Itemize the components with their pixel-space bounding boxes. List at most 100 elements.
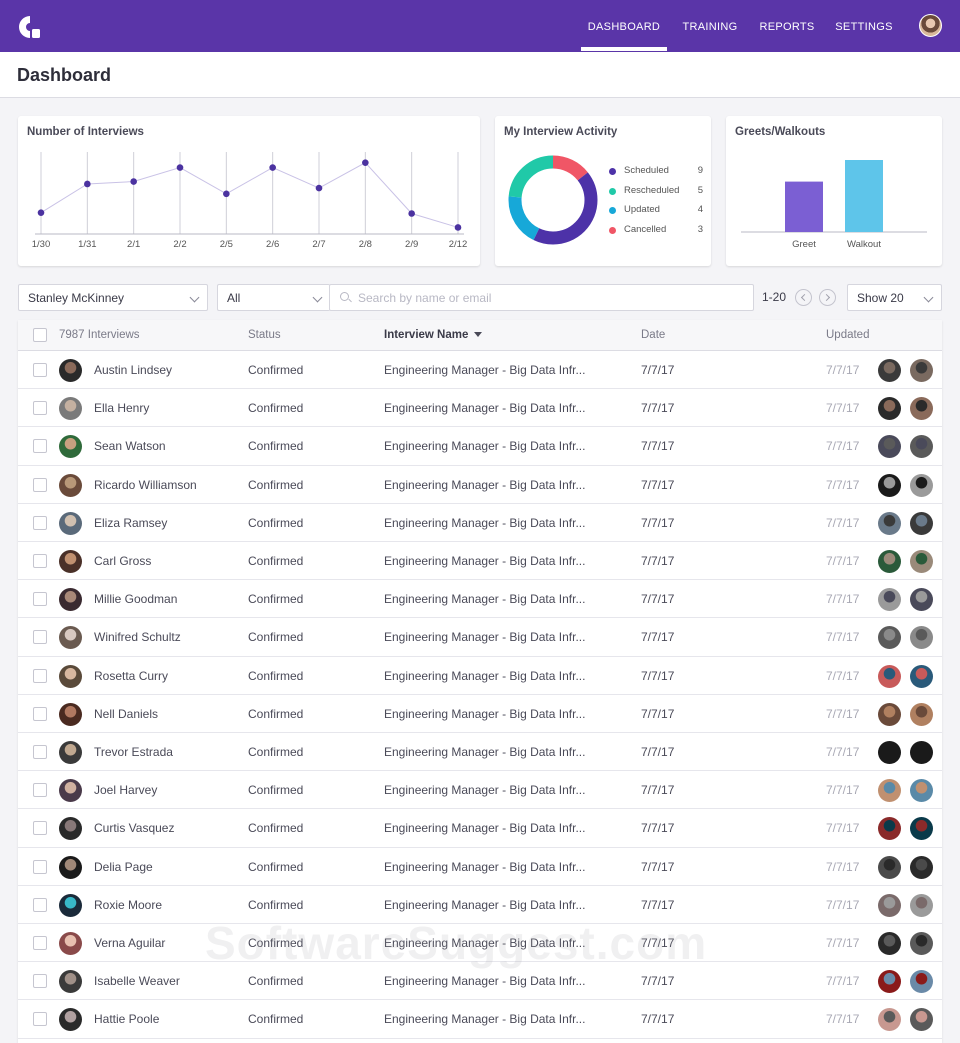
data-point[interactable] bbox=[408, 210, 415, 217]
user-avatar[interactable] bbox=[919, 14, 942, 37]
interview-name-cell[interactable]: Engineering Manager - Big Data Infr... bbox=[384, 630, 586, 645]
interviewer-avatar[interactable] bbox=[910, 550, 933, 573]
nav-reports[interactable]: REPORTS bbox=[759, 21, 815, 33]
interviewer-avatar[interactable] bbox=[878, 473, 901, 497]
interviewer-avatar[interactable] bbox=[878, 397, 901, 421]
interviewer-avatar[interactable] bbox=[878, 702, 901, 726]
interview-name-cell[interactable]: Engineering Manager - Big Data Infr... bbox=[384, 401, 586, 416]
interviewer-avatar[interactable] bbox=[910, 893, 933, 917]
candidate-name[interactable]: Trevor Estrada bbox=[94, 745, 173, 759]
interviewer-avatar[interactable] bbox=[878, 1008, 901, 1032]
interviewer-avatar[interactable] bbox=[878, 893, 901, 917]
interviewer-avatar[interactable] bbox=[910, 817, 933, 841]
candidate-name[interactable]: Ella Henry bbox=[94, 401, 150, 416]
row-checkbox[interactable] bbox=[33, 439, 47, 454]
header-updated[interactable]: Updated bbox=[826, 329, 870, 341]
row-checkbox[interactable] bbox=[33, 630, 47, 645]
table-row[interactable]: Roxie Moore Confirmed Engineering Manager … bbox=[18, 886, 942, 924]
data-point[interactable] bbox=[223, 190, 230, 198]
header-date[interactable]: Date bbox=[641, 329, 666, 341]
table-row[interactable]: Nell Daniels Confirmed Engineering Manager… bbox=[18, 695, 942, 733]
interviewer-avatar[interactable] bbox=[878, 588, 901, 612]
interviewer-avatar[interactable] bbox=[878, 970, 901, 994]
row-checkbox[interactable] bbox=[33, 401, 47, 416]
interview-name-cell[interactable]: Engineering Manager - Big Data Infr... bbox=[384, 515, 586, 530]
row-checkbox[interactable] bbox=[33, 897, 47, 912]
data-point[interactable] bbox=[130, 178, 137, 185]
data-point[interactable] bbox=[362, 159, 369, 166]
table-row[interactable]: Sean Watson Confirmed Engineering Manager … bbox=[18, 427, 942, 466]
interview-name-cell[interactable]: Engineering Manager - Big Data Infr... bbox=[384, 783, 586, 798]
table-row[interactable]: Verna Aguilar Confirmed Engineering Manage… bbox=[18, 924, 942, 963]
candidate-name[interactable]: Joel Harvey bbox=[94, 783, 158, 798]
interviewer-avatar[interactable] bbox=[878, 779, 901, 803]
interviewer-avatar[interactable] bbox=[910, 779, 933, 803]
donut-slice-rescheduled[interactable] bbox=[508, 155, 598, 245]
interview-name-cell[interactable]: Engineering Manager - Big Data Infr... bbox=[384, 668, 586, 683]
interviewer-avatar[interactable] bbox=[910, 741, 933, 764]
table-row[interactable]: Curtis Vasquez Confirmed Engineering Manag… bbox=[18, 809, 942, 848]
interviewer-avatar[interactable] bbox=[910, 359, 933, 382]
candidate-name[interactable]: Sean Watson bbox=[94, 439, 166, 454]
bar-greet[interactable] bbox=[785, 181, 823, 232]
candidate-name[interactable]: Ricardo Williamson bbox=[94, 477, 197, 492]
interview-name-cell[interactable]: Engineering Manager - Big Data Infr... bbox=[384, 554, 586, 568]
table-row[interactable]: Ella Henry Confirmed Engineering Manager -… bbox=[18, 389, 942, 428]
candidate-name[interactable]: Winifred Schultz bbox=[94, 630, 181, 645]
candidate-name[interactable]: Carl Gross bbox=[94, 554, 152, 568]
nav-dashboard[interactable]: DASHBOARD bbox=[587, 21, 661, 33]
row-checkbox[interactable] bbox=[33, 706, 47, 721]
interview-name-cell[interactable]: Engineering Manager - Big Data Infr... bbox=[384, 821, 586, 836]
candidate-name[interactable]: Delia Page bbox=[94, 859, 153, 874]
interview-name-cell[interactable]: Engineering Manager - Big Data Infr... bbox=[384, 936, 586, 950]
next-page-button[interactable] bbox=[819, 289, 836, 306]
interview-name-cell[interactable]: Engineering Manager - Big Data Infr... bbox=[384, 859, 586, 874]
table-row[interactable]: Delia Page Confirmed Engineering Manager -… bbox=[18, 848, 942, 886]
nav-settings[interactable]: SETTINGS bbox=[835, 21, 893, 33]
interview-name-cell[interactable]: Engineering Manager - Big Data Infr... bbox=[384, 1012, 586, 1027]
interviewer-avatar[interactable] bbox=[910, 970, 933, 994]
data-point[interactable] bbox=[37, 209, 45, 216]
row-checkbox[interactable] bbox=[33, 554, 47, 568]
interviewer-avatar[interactable] bbox=[878, 664, 901, 688]
interviewer-avatar[interactable] bbox=[910, 473, 933, 497]
header-interview-name[interactable]: Interview Name bbox=[384, 329, 483, 341]
table-row[interactable]: Millie Goodman Confirmed Engineering Manag… bbox=[18, 580, 942, 619]
candidate-name[interactable]: Austin Lindsey bbox=[94, 363, 173, 377]
interview-name-cell[interactable]: Engineering Manager - Big Data Infr... bbox=[384, 897, 586, 912]
table-row[interactable]: Carl Gross Confirmed Engineering Manager -… bbox=[18, 542, 942, 581]
candidate-name[interactable]: Eliza Ramsey bbox=[94, 515, 168, 530]
donut-slice-updated[interactable] bbox=[508, 155, 598, 245]
table-row[interactable]: Joel Harvey Confirmed Engineering Manager … bbox=[18, 771, 942, 810]
interviewer-avatar[interactable] bbox=[878, 435, 901, 459]
interviewer-avatar[interactable] bbox=[910, 626, 933, 650]
nav-training[interactable]: TRAINING bbox=[682, 21, 738, 33]
interview-name-cell[interactable]: Engineering Manager - Big Data Infr... bbox=[384, 477, 586, 492]
data-point[interactable] bbox=[176, 164, 184, 171]
candidate-name[interactable]: Rosetta Curry bbox=[94, 668, 169, 683]
candidate-name[interactable]: Isabelle Weaver bbox=[94, 974, 180, 989]
table-row[interactable]: Eliza Ramsey Confirmed Engineering Manager… bbox=[18, 504, 942, 542]
app-logo[interactable] bbox=[17, 14, 43, 40]
candidate-name[interactable]: Hattie Poole bbox=[94, 1012, 160, 1027]
row-checkbox[interactable] bbox=[33, 477, 47, 492]
interview-name-cell[interactable]: Engineering Manager - Big Data Infr... bbox=[384, 706, 586, 721]
interviewer-avatar[interactable] bbox=[878, 511, 901, 535]
candidate-name[interactable]: Verna Aguilar bbox=[94, 936, 166, 950]
status-select[interactable]: All bbox=[217, 284, 330, 311]
table-row[interactable]: Trevor Estrada Confirmed Engineering Manag… bbox=[18, 733, 942, 772]
row-checkbox[interactable] bbox=[33, 936, 47, 950]
interviewer-avatar[interactable] bbox=[910, 664, 933, 688]
table-row[interactable]: Ricardo Williamson Confirmed Engineering M… bbox=[18, 466, 942, 504]
table-row[interactable]: Hattie Poole Confirmed Engineering Manager… bbox=[18, 1000, 942, 1039]
candidate-name[interactable]: Curtis Vasquez bbox=[94, 821, 175, 836]
row-checkbox[interactable] bbox=[33, 974, 47, 989]
table-row[interactable]: Isabelle Weaver Confirmed Engineering Mana… bbox=[18, 962, 942, 1001]
interviewer-avatar[interactable] bbox=[878, 817, 901, 841]
row-checkbox[interactable] bbox=[33, 515, 47, 530]
table-row[interactable]: Rosetta Curry Confirmed Engineering Manage… bbox=[18, 657, 942, 695]
candidate-name[interactable]: Nell Daniels bbox=[94, 706, 159, 721]
interviewer-avatar[interactable] bbox=[910, 932, 933, 955]
table-row[interactable]: Winifred Schultz Confirmed Engineering Man… bbox=[18, 618, 942, 657]
interviewer-avatar[interactable] bbox=[910, 1008, 933, 1032]
